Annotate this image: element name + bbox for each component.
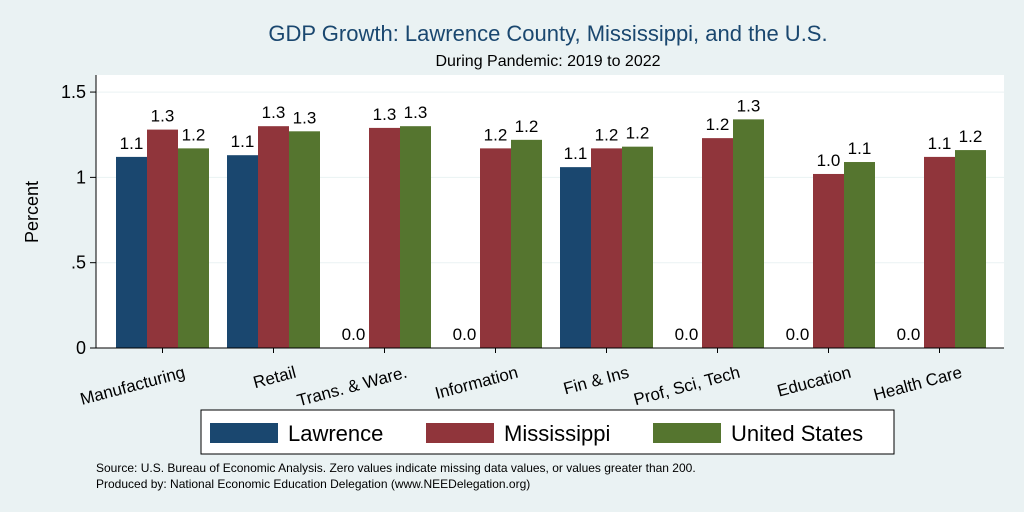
bar-united-states	[400, 126, 431, 348]
y-tick-label: 1	[76, 167, 86, 187]
data-label: 1.3	[737, 96, 761, 115]
x-tick-label: Information	[433, 363, 520, 403]
x-tick-label: Trans. & Ware.	[295, 363, 409, 411]
bar-lawrence	[227, 155, 258, 348]
y-tick-label: 1.5	[61, 82, 86, 102]
legend-label: Mississippi	[504, 421, 610, 446]
bar-united-states	[178, 148, 209, 348]
data-label: 1.1	[231, 132, 255, 151]
bar-mississippi	[258, 126, 289, 348]
y-axis-title: Percent	[22, 181, 42, 243]
data-label: 1.1	[564, 144, 588, 163]
y-tick-label: 0	[76, 338, 86, 358]
bar-united-states	[289, 131, 320, 348]
chart-subtitle: During Pandemic: 2019 to 2022	[435, 53, 660, 70]
data-label: 0.0	[675, 325, 699, 344]
source-note: Source: U.S. Bureau of Economic Analysis…	[96, 461, 696, 475]
bar-united-states	[622, 146, 653, 348]
legend-label: United States	[731, 421, 863, 446]
data-label: 1.2	[595, 125, 619, 144]
legend-box	[200, 409, 895, 455]
produced-by-note: Produced by: National Economic Education…	[96, 477, 530, 491]
bar-lawrence	[116, 156, 147, 348]
data-labels: 1.1 1.3 1.2 1.1 1.3 1.3 0.0 1.3 1.3 0.0 1.2 1.2 1.1 1…	[120, 96, 983, 344]
x-tick-label: Education	[775, 363, 853, 401]
data-label: 1.1	[120, 134, 144, 153]
data-label: 1.2	[626, 124, 650, 143]
bar-mississippi	[924, 156, 955, 348]
data-label: 1.3	[293, 108, 317, 127]
legend: Lawrence Mississippi United States	[210, 421, 863, 446]
x-tick-label: Fin & Ins	[561, 363, 631, 399]
x-tick-label: Manufacturing	[78, 363, 187, 409]
data-label: 1.3	[373, 105, 397, 124]
bars	[116, 119, 986, 348]
x-tick-label: Health Care	[872, 363, 965, 405]
bar-mississippi	[813, 173, 844, 348]
bar-united-states	[511, 139, 542, 348]
bar-mississippi	[480, 148, 511, 348]
data-label: 1.3	[262, 103, 286, 122]
data-label: 1.2	[959, 127, 983, 146]
bar-mississippi	[702, 138, 733, 348]
data-label: 1.3	[404, 103, 428, 122]
legend-swatch-mississippi	[426, 423, 494, 443]
legend-swatch-united-states	[653, 423, 721, 443]
data-label: 1.1	[848, 139, 872, 158]
data-label: 1.2	[515, 117, 539, 136]
data-label: 0.0	[453, 325, 477, 344]
data-label: 1.0	[817, 151, 841, 170]
bar-united-states	[733, 119, 764, 348]
bar-united-states	[844, 162, 875, 348]
bar-mississippi	[369, 127, 400, 348]
data-label: 1.3	[151, 107, 175, 126]
data-label: 0.0	[786, 325, 810, 344]
legend-swatch-lawrence	[210, 423, 278, 443]
bar-united-states	[955, 150, 986, 348]
data-label: 1.2	[484, 125, 508, 144]
data-label: 1.2	[706, 115, 730, 134]
data-label: 0.0	[897, 325, 921, 344]
data-label: 0.0	[342, 325, 366, 344]
legend-label: Lawrence	[288, 421, 383, 446]
bar-mississippi	[147, 129, 178, 348]
data-label: 1.1	[928, 134, 952, 153]
x-tick-label: Retail	[251, 363, 298, 393]
bar-lawrence	[560, 167, 591, 348]
data-label: 1.2	[182, 125, 206, 144]
y-axis-ticks: 0 .5 1 1.5	[61, 82, 96, 358]
x-tick-label: Prof, Sci, Tech	[632, 363, 742, 410]
y-tick-label: .5	[71, 253, 86, 273]
bar-mississippi	[591, 148, 622, 348]
chart-title: GDP Growth: Lawrence County, Mississippi…	[268, 21, 827, 46]
